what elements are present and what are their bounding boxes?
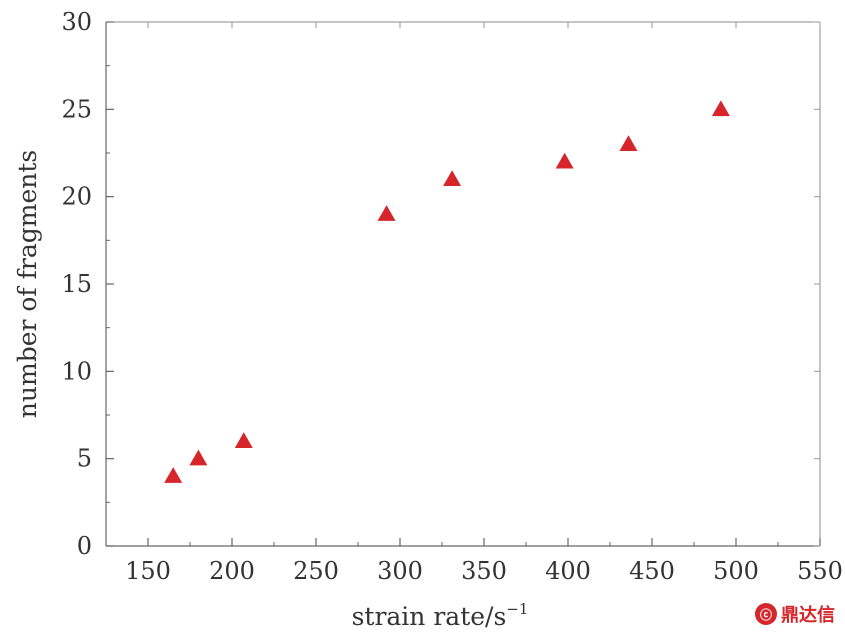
x-axis-title: strain rate/s−1: [352, 600, 529, 631]
data-point: [443, 170, 462, 186]
x-tick-label: 400: [545, 557, 591, 585]
watermark-logo-icon: ⓒ: [755, 603, 777, 625]
x-tick-label: 350: [461, 557, 507, 585]
x-tick-label: 500: [713, 557, 759, 585]
data-point: [234, 432, 253, 448]
x-tick-label: 450: [629, 557, 675, 585]
y-tick-label: 20: [61, 183, 92, 211]
data-points: [164, 100, 730, 483]
x-tick-label: 550: [797, 557, 843, 585]
y-tick-label: 15: [61, 270, 92, 298]
axis-ticks: [106, 21, 821, 547]
data-point: [164, 467, 183, 483]
y-tick-label: 5: [77, 445, 92, 473]
x-tick-label: 300: [377, 557, 423, 585]
y-tick-label: 0: [77, 532, 92, 560]
data-point: [189, 449, 208, 466]
tick-labels: 150 200 250 300 350 400 450 500 550 0 5 10 15 20 25 30: [61, 8, 842, 585]
watermark-text: 鼎达信: [781, 605, 835, 626]
x-tick-label: 150: [125, 557, 171, 585]
watermark: ⓒ 鼎达信: [755, 601, 835, 627]
x-tick-label: 200: [209, 557, 255, 585]
data-point: [619, 135, 638, 152]
y-tick-label: 30: [61, 8, 92, 36]
y-tick-label: 25: [61, 95, 92, 123]
data-point: [711, 100, 730, 117]
data-point: [377, 205, 396, 221]
x-tick-label: 250: [293, 557, 339, 585]
data-point: [555, 152, 574, 169]
y-axis-title: number of fragments: [13, 150, 42, 418]
plot-frame: [105, 21, 821, 547]
y-tick-label: 10: [61, 357, 92, 385]
